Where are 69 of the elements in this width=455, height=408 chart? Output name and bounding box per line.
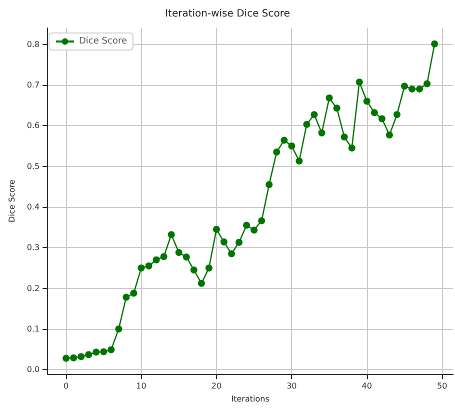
point xyxy=(363,98,370,105)
point xyxy=(152,256,160,264)
point xyxy=(220,238,228,246)
point xyxy=(175,249,182,256)
point xyxy=(145,262,152,270)
point xyxy=(62,354,70,362)
point xyxy=(280,136,288,144)
x-tick-label: 0 xyxy=(64,382,69,391)
point xyxy=(416,86,424,93)
point xyxy=(303,120,310,128)
point xyxy=(92,348,100,356)
x-tick-label: 40 xyxy=(362,382,372,391)
y-tick-label: 0.7 xyxy=(26,80,40,90)
point xyxy=(393,111,400,118)
point xyxy=(348,144,356,152)
y-tick-label: 0.3 xyxy=(26,243,40,252)
point xyxy=(318,129,326,136)
y-tick-label: 0.4 xyxy=(26,202,40,212)
point xyxy=(236,238,243,246)
point xyxy=(168,231,175,238)
point xyxy=(243,222,250,229)
point xyxy=(198,280,205,287)
point xyxy=(400,82,408,90)
point xyxy=(288,142,296,150)
point xyxy=(273,148,280,156)
point xyxy=(424,80,431,88)
y-tick-label: 0.8 xyxy=(26,40,40,49)
point xyxy=(250,226,258,234)
point xyxy=(386,131,393,138)
point xyxy=(296,157,303,164)
point xyxy=(190,266,198,274)
point xyxy=(160,253,168,260)
point xyxy=(370,109,378,116)
point xyxy=(100,348,108,356)
point xyxy=(356,78,363,86)
y-tick-label: 0.2 xyxy=(26,284,40,293)
point xyxy=(212,226,220,233)
point xyxy=(85,351,92,358)
point xyxy=(310,111,318,118)
point xyxy=(130,290,138,297)
chart-title: Iteration-wise Dice Score xyxy=(165,8,290,20)
y-tick-label: 0.5 xyxy=(26,162,40,171)
x-tick-label: 30 xyxy=(286,382,297,391)
y-axis-title: Dice Score xyxy=(8,180,16,222)
point xyxy=(340,133,348,140)
point xyxy=(258,217,266,224)
point xyxy=(326,94,333,102)
x-tick-label: 50 xyxy=(437,382,448,391)
y-tick-label: 0.1 xyxy=(26,324,40,334)
point xyxy=(205,264,212,272)
x-axis-title: Iterations xyxy=(231,394,270,404)
x-tick-label: 20 xyxy=(211,382,222,391)
point xyxy=(333,104,340,112)
legend-label: Dice Score xyxy=(79,36,128,46)
point xyxy=(115,325,122,332)
point xyxy=(378,115,386,122)
point xyxy=(408,86,416,93)
point xyxy=(108,346,115,354)
point xyxy=(266,181,273,188)
point xyxy=(70,354,78,362)
x-tick-label: 10 xyxy=(136,382,146,391)
point xyxy=(78,353,85,360)
y-tick-label: 0.0 xyxy=(26,365,40,374)
point xyxy=(138,264,145,272)
point xyxy=(182,253,190,260)
y-tick-label: 0.6 xyxy=(26,121,40,130)
point xyxy=(122,294,130,301)
point xyxy=(228,250,236,258)
point xyxy=(431,40,438,48)
